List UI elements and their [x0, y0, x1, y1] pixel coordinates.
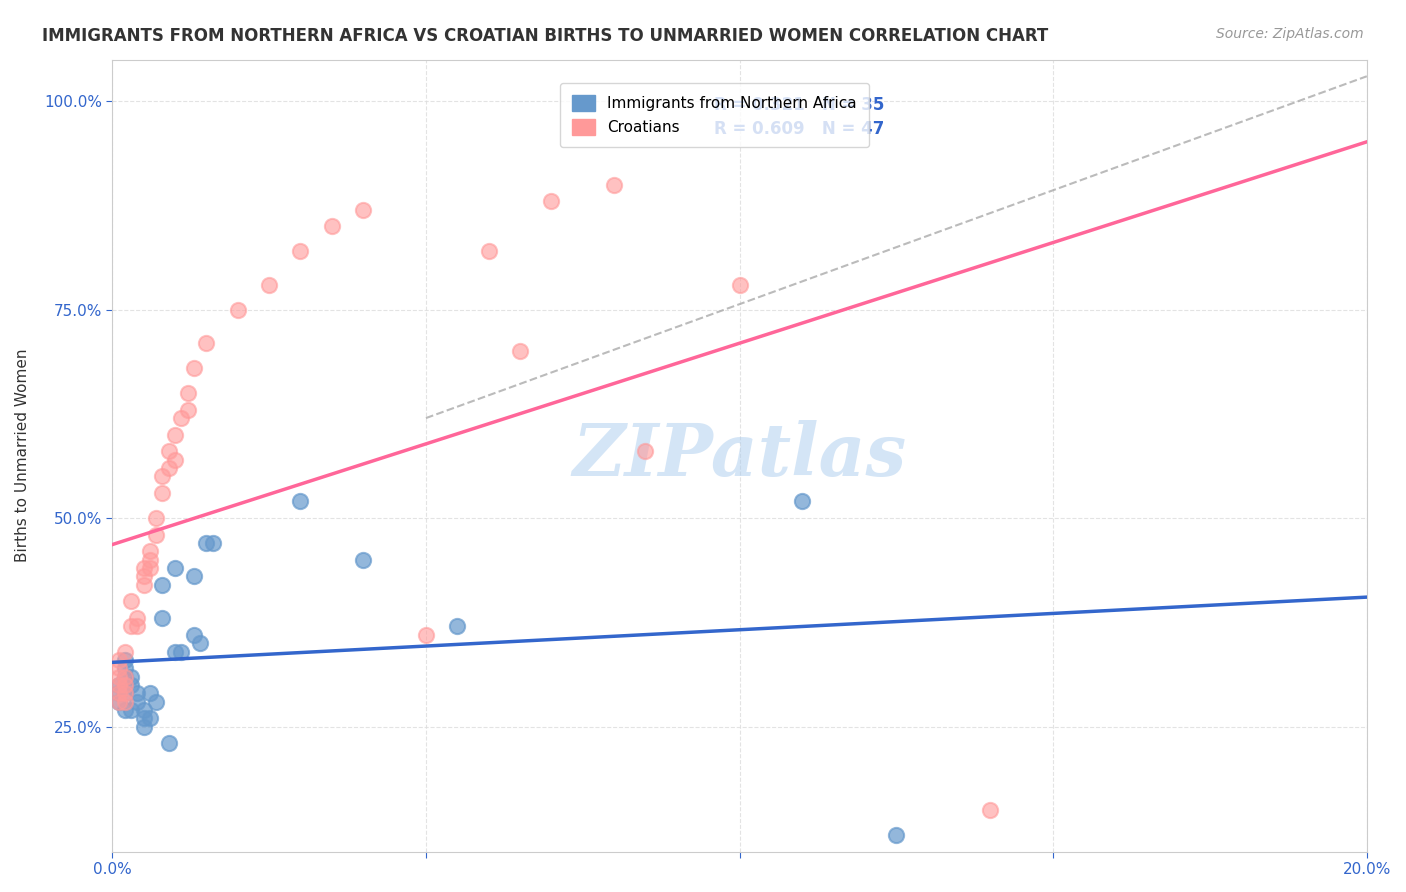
- Point: [114, 653, 136, 667]
- Point: [257, 277, 280, 292]
- Point: [352, 202, 374, 217]
- Point: [120, 678, 142, 692]
- Point: [979, 803, 1001, 817]
- Point: [152, 611, 174, 625]
- Point: [132, 569, 155, 583]
- Point: [107, 678, 129, 692]
- Point: [157, 461, 180, 475]
- Point: [139, 553, 162, 567]
- Point: [290, 244, 312, 259]
- Point: [132, 561, 155, 575]
- Point: [127, 611, 149, 625]
- Point: [139, 686, 162, 700]
- Text: R = 0.321   N = 35: R = 0.321 N = 35: [714, 95, 884, 114]
- Point: [145, 511, 167, 525]
- Point: [107, 694, 129, 708]
- Point: [107, 686, 129, 700]
- Point: [114, 694, 136, 708]
- Point: [114, 703, 136, 717]
- Point: [114, 669, 136, 683]
- Point: [728, 277, 751, 292]
- Point: [478, 244, 501, 259]
- Point: [132, 719, 155, 733]
- Point: [183, 361, 205, 376]
- Point: [114, 644, 136, 658]
- Point: [163, 427, 186, 442]
- Text: ZIPatlas: ZIPatlas: [572, 420, 907, 491]
- Point: [195, 536, 218, 550]
- Point: [201, 536, 224, 550]
- Point: [120, 594, 142, 608]
- Point: [145, 694, 167, 708]
- Point: [120, 669, 142, 683]
- Point: [127, 619, 149, 633]
- Point: [321, 219, 343, 234]
- Point: [145, 528, 167, 542]
- Point: [446, 619, 468, 633]
- Point: [163, 644, 186, 658]
- Y-axis label: Births to Unmarried Women: Births to Unmarried Women: [15, 349, 30, 562]
- Point: [226, 302, 249, 317]
- Point: [188, 636, 211, 650]
- Point: [634, 444, 657, 458]
- Point: [152, 578, 174, 592]
- Point: [114, 661, 136, 675]
- Point: [792, 494, 814, 508]
- Point: [195, 336, 218, 351]
- Point: [107, 686, 129, 700]
- Point: [886, 828, 908, 842]
- Text: Source: ZipAtlas.com: Source: ZipAtlas.com: [1216, 27, 1364, 41]
- Point: [114, 686, 136, 700]
- Point: [107, 653, 129, 667]
- Point: [132, 578, 155, 592]
- Point: [163, 452, 186, 467]
- Point: [127, 694, 149, 708]
- Point: [114, 686, 136, 700]
- Point: [290, 494, 312, 508]
- Point: [163, 561, 186, 575]
- Point: [107, 694, 129, 708]
- Text: R = 0.609   N = 47: R = 0.609 N = 47: [714, 120, 884, 138]
- Point: [352, 553, 374, 567]
- Point: [107, 661, 129, 675]
- Point: [127, 686, 149, 700]
- Point: [603, 178, 626, 192]
- Point: [176, 386, 198, 401]
- Point: [540, 194, 562, 209]
- Legend: Immigrants from Northern Africa, Croatians: Immigrants from Northern Africa, Croatia…: [560, 83, 869, 147]
- Point: [183, 569, 205, 583]
- Point: [114, 678, 136, 692]
- Point: [157, 444, 180, 458]
- Point: [157, 736, 180, 750]
- Point: [139, 561, 162, 575]
- Point: [170, 644, 193, 658]
- Point: [509, 344, 531, 359]
- Point: [139, 544, 162, 558]
- Point: [415, 628, 437, 642]
- Point: [107, 678, 129, 692]
- Point: [114, 669, 136, 683]
- Point: [183, 628, 205, 642]
- Text: IMMIGRANTS FROM NORTHERN AFRICA VS CROATIAN BIRTHS TO UNMARRIED WOMEN CORRELATIO: IMMIGRANTS FROM NORTHERN AFRICA VS CROAT…: [42, 27, 1049, 45]
- Point: [152, 469, 174, 483]
- Point: [139, 711, 162, 725]
- Point: [120, 703, 142, 717]
- Point: [132, 703, 155, 717]
- Point: [120, 619, 142, 633]
- Point: [170, 411, 193, 425]
- Point: [107, 669, 129, 683]
- Point: [132, 711, 155, 725]
- Point: [152, 486, 174, 500]
- Point: [176, 402, 198, 417]
